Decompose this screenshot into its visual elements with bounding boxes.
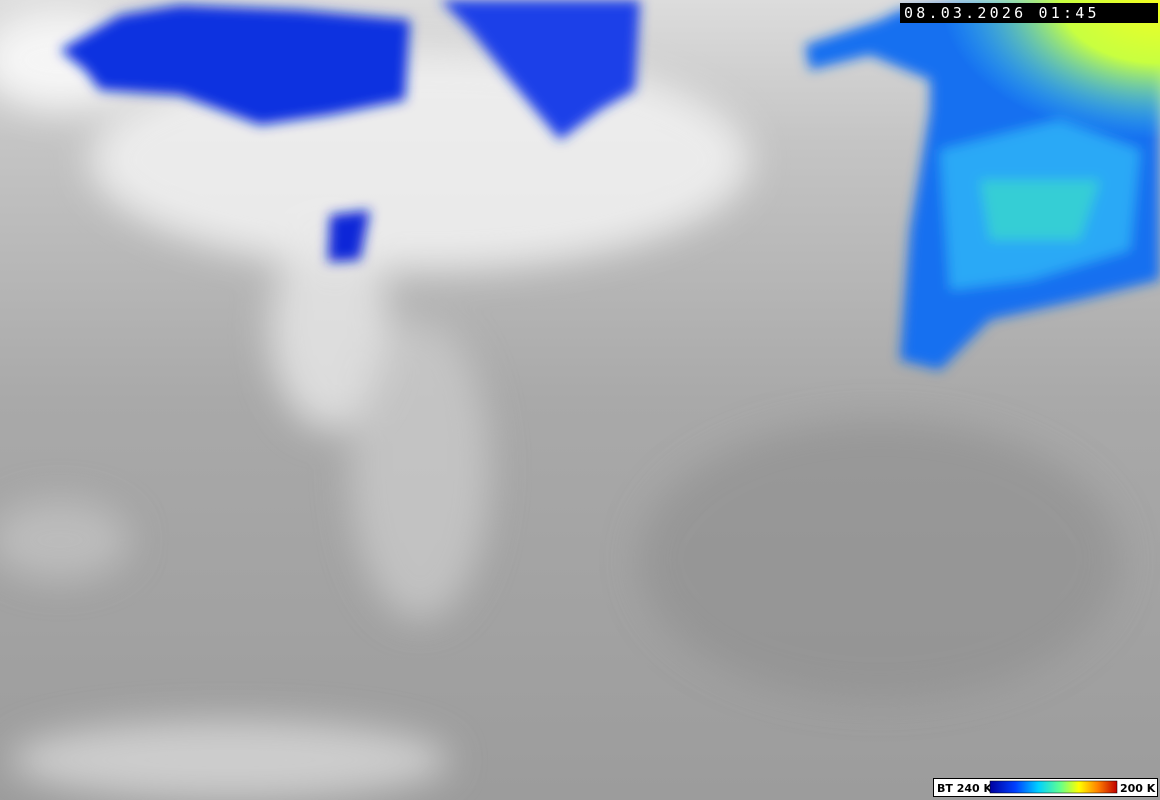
legend-max-label: 200 K (1120, 782, 1156, 795)
coldest-area (940, 0, 1160, 140)
timestamp: 08.03.2026 01:45 (904, 4, 1100, 22)
color-bar (989, 780, 1118, 794)
timestamp-box (900, 3, 1158, 23)
legend-min-label: BT 240 K (937, 782, 993, 795)
